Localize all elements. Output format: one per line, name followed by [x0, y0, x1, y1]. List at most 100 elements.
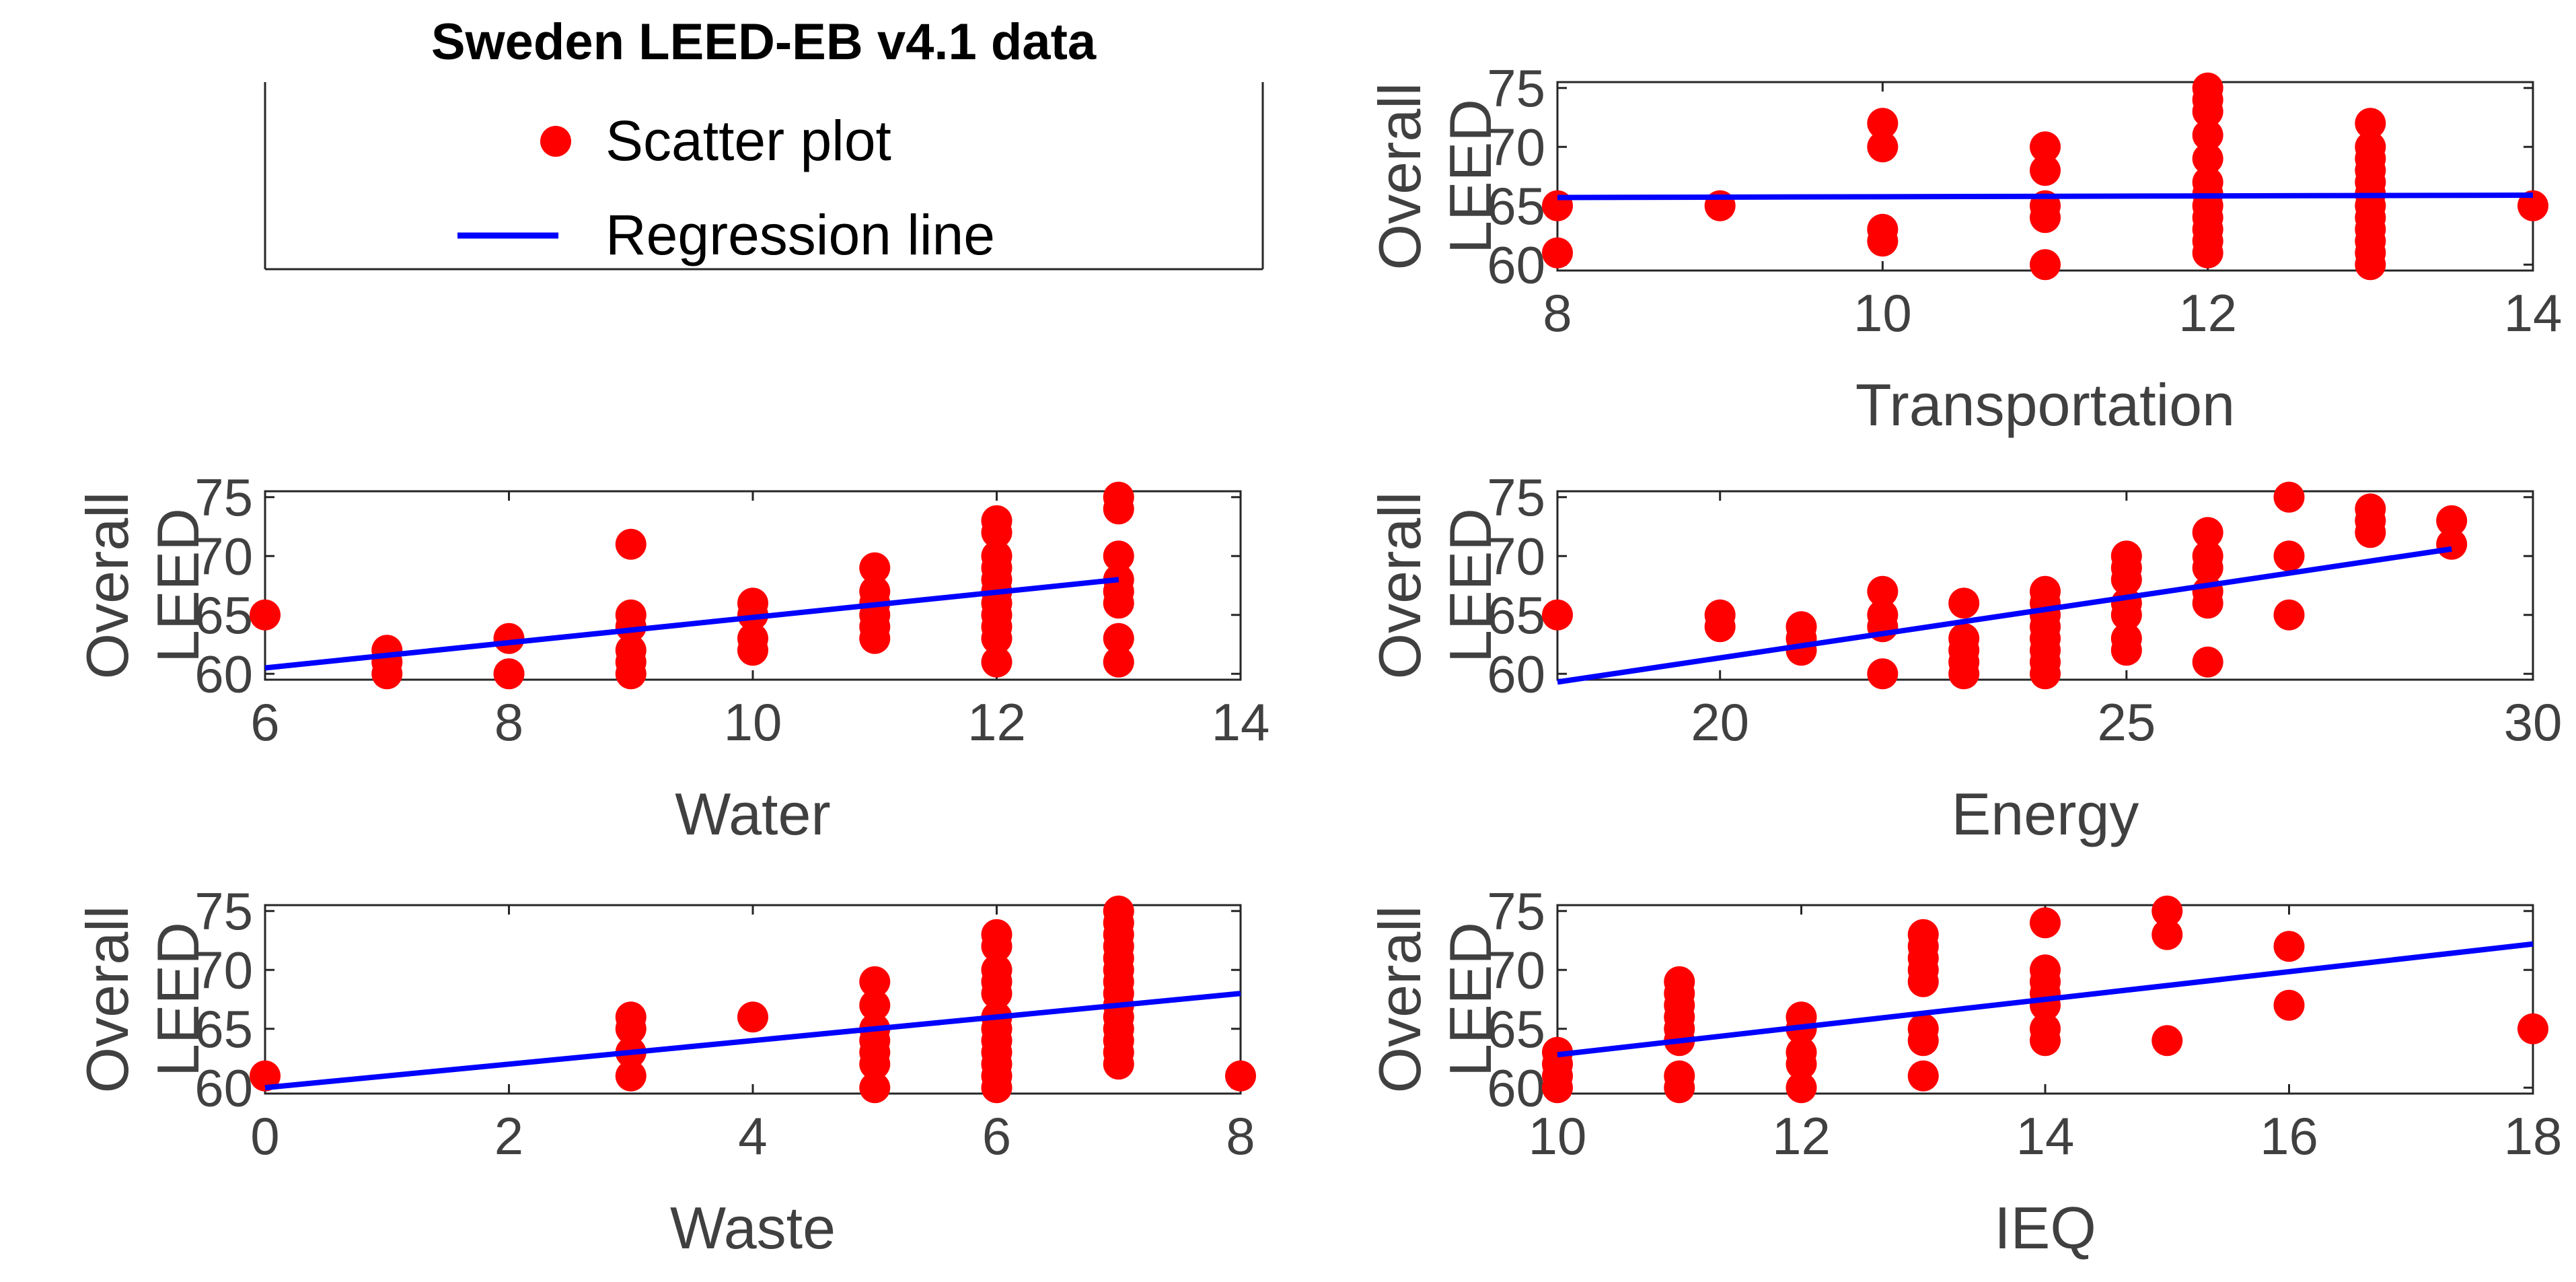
- scatter-point: [2192, 646, 2223, 678]
- x-tick-label: 14: [2504, 283, 2563, 343]
- x-tick-label: 12: [2178, 283, 2237, 343]
- scatter-point: [1786, 1072, 1817, 1104]
- x-axis-label: IEQ: [1994, 1195, 2096, 1261]
- x-tick-label: 2: [494, 1106, 523, 1166]
- legend-scatter-marker: [540, 126, 571, 157]
- scatter-point: [2273, 989, 2305, 1021]
- scatter-point: [1664, 1072, 1695, 1104]
- scatter-point: [615, 1060, 647, 1092]
- scatter-point: [1103, 587, 1134, 619]
- scatter-point: [1907, 1025, 1939, 1057]
- scatter-point: [981, 622, 1013, 654]
- scatter-point: [2151, 1025, 2183, 1057]
- scatter-point: [1786, 635, 1817, 666]
- scatter-point: [737, 1001, 768, 1033]
- y-tick-label: 70: [1487, 526, 1545, 585]
- x-tick-label: 20: [1691, 692, 1749, 752]
- scatter-point: [615, 1013, 647, 1044]
- y-tick-label: 65: [194, 999, 253, 1059]
- scatter-point: [2030, 249, 2061, 281]
- y-tick-label: 75: [194, 468, 253, 527]
- scatter-point: [1704, 611, 1736, 643]
- scatter-point: [1867, 131, 1899, 163]
- y-axis-label-line1: Overall: [1366, 906, 1433, 1094]
- legend-scatter-label: Scatter plot: [605, 109, 891, 172]
- scatter-point: [493, 622, 525, 654]
- x-tick-label: 8: [494, 692, 523, 752]
- y-axis-label-line1: Overall: [74, 906, 141, 1094]
- x-tick-label: 30: [2504, 692, 2563, 752]
- scatter-point: [2030, 907, 2061, 939]
- scatter-point: [1867, 225, 1899, 257]
- scatter-point: [2110, 599, 2142, 631]
- scatter-point: [1867, 108, 1899, 139]
- x-tick-label: 8: [1226, 1106, 1255, 1166]
- scatter-point: [1948, 587, 1980, 619]
- scatter-point: [859, 966, 891, 997]
- x-tick-label: 12: [967, 692, 1026, 752]
- scatter-point: [2192, 237, 2223, 269]
- regression-line: [264, 577, 1119, 671]
- scatter-point: [859, 552, 891, 583]
- scatter-point: [615, 611, 647, 643]
- y-tick-label: 70: [1487, 117, 1545, 176]
- x-tick-label: 12: [1772, 1106, 1831, 1166]
- scatter-point: [2355, 108, 2386, 139]
- scatter-point: [1867, 658, 1899, 690]
- x-axis-label: Energy: [1952, 781, 2139, 847]
- scatter-point: [2517, 190, 2548, 221]
- scatter-point: [1103, 1048, 1134, 1080]
- y-tick-label: 70: [1487, 940, 1545, 999]
- x-axis-label: Water: [675, 781, 830, 847]
- x-tick-label: 6: [250, 692, 279, 752]
- y-tick-label: 65: [194, 585, 253, 645]
- scatter-point: [2030, 155, 2061, 186]
- x-tick-label: 10: [1529, 1106, 1587, 1166]
- scatter-point: [615, 528, 647, 560]
- scatter-point: [1103, 646, 1134, 678]
- scatter-point: [859, 1048, 891, 1080]
- scatter-point: [1867, 575, 1899, 607]
- y-axis-label-line1: Overall: [1366, 492, 1433, 680]
- scatter-point: [2192, 552, 2223, 583]
- scatter-point: [371, 658, 403, 690]
- scatter-point: [2110, 564, 2142, 596]
- scatter-point: [2192, 517, 2223, 548]
- scatter-point: [2110, 635, 2142, 666]
- x-tick-label: 0: [250, 1106, 279, 1166]
- y-tick-label: 65: [1487, 585, 1545, 645]
- scatter-point: [2030, 131, 2061, 163]
- x-tick-label: 14: [2016, 1106, 2075, 1166]
- scatter-point: [615, 658, 647, 690]
- scatter-point: [2030, 658, 2061, 690]
- x-axis-label: Transportation: [1855, 371, 2235, 438]
- y-tick-label: 65: [1487, 999, 1545, 1059]
- x-tick-label: 16: [2260, 1106, 2318, 1166]
- scatter-point: [2151, 895, 2183, 927]
- scatter-point: [1948, 658, 1980, 690]
- scatter-point: [2192, 119, 2223, 151]
- y-axis-label-line2: LEED: [1437, 99, 1504, 254]
- x-tick-label: 14: [1212, 692, 1270, 752]
- x-tick-label: 4: [738, 1106, 767, 1166]
- y-tick-label: 75: [194, 882, 253, 941]
- scatter-point: [859, 1072, 891, 1104]
- scatter-point: [2273, 931, 2305, 962]
- scatter-point: [1103, 540, 1134, 572]
- legend-regression-label: Regression line: [605, 203, 995, 266]
- scatter-point: [2192, 587, 2223, 619]
- scatter-point: [1225, 1060, 1256, 1092]
- y-axis-label-line1: Overall: [74, 492, 141, 680]
- y-tick-label: 75: [1487, 882, 1545, 941]
- scatter-point: [250, 599, 281, 631]
- scatter-point: [981, 978, 1013, 1009]
- scatter-point: [2355, 517, 2386, 548]
- scatter-point: [2273, 540, 2305, 572]
